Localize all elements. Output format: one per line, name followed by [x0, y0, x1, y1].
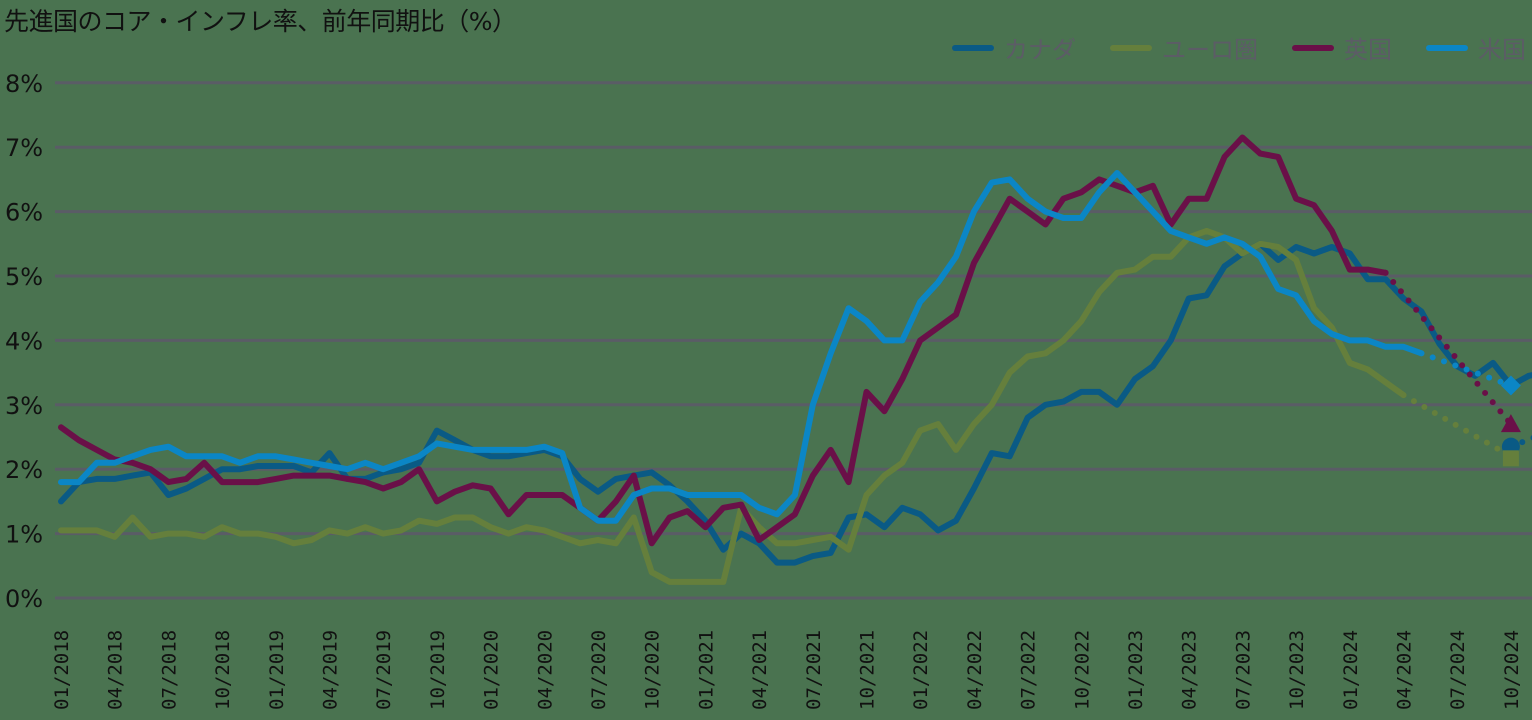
legend-swatch-canada [952, 44, 994, 51]
y-tick-label: 3% [5, 392, 43, 420]
x-tick-label: 10/2021 [857, 630, 879, 710]
x-tick-label: 10/2019 [427, 630, 449, 710]
legend-label: 米国 [1478, 36, 1526, 64]
y-tick-label: 7% [5, 134, 43, 162]
x-tick-label: 07/2022 [1018, 630, 1040, 710]
y-tick-label: 0% [5, 585, 43, 613]
triangle-marker-icon [1500, 414, 1521, 433]
y-axis: 0% 1% 2% 3% 4% 5% 6% 7% 8% [5, 70, 43, 613]
series-米国 [58, 170, 1521, 524]
series-line [58, 134, 1389, 547]
legend-label: 英国 [1344, 36, 1392, 64]
legend-item-uk: 英国 [1292, 30, 1392, 65]
y-tick-label: 6% [5, 199, 43, 227]
x-tick-label: 07/2021 [803, 630, 825, 710]
x-tick-label: 01/2020 [481, 630, 503, 710]
legend-item-canada: カナダ [952, 30, 1076, 65]
legend-label: ユーロ圏 [1162, 36, 1258, 64]
x-tick-label: 04/2023 [1179, 630, 1201, 710]
y-tick-label: 8% [5, 70, 43, 98]
x-tick-label: 07/2018 [158, 630, 180, 710]
y-tick-label: 2% [5, 456, 43, 484]
x-tick-label: 04/2020 [534, 630, 556, 710]
x-tick-label: 10/2020 [642, 630, 664, 710]
series-line [58, 227, 1407, 585]
legend-swatch-eurozone [1110, 44, 1152, 51]
square-marker-icon [1502, 450, 1519, 467]
chart-title: 先進国のコア・インフレ率、前年同期比（%） [4, 7, 517, 36]
x-tick-label: 01/2022 [910, 630, 932, 710]
series-lines [58, 134, 1532, 585]
x-tick-label: 10/2023 [1286, 630, 1308, 710]
forecast-line [1382, 269, 1514, 428]
legend-item-us: 米国 [1426, 30, 1526, 65]
gridlines [55, 81, 1532, 600]
series-line [58, 170, 1425, 524]
x-tick-label: 10/2018 [212, 630, 234, 710]
x-tick-label: 04/2019 [320, 630, 342, 710]
x-tick-label: 01/2018 [51, 630, 73, 710]
x-tick-label: 04/2022 [964, 630, 986, 710]
series-ユーロ圏 [58, 227, 1519, 585]
x-tick-label: 04/2021 [749, 630, 771, 710]
x-tick-label: 01/2021 [695, 630, 717, 710]
y-tick-label: 1% [5, 521, 43, 549]
x-tick-label: 04/2018 [105, 630, 127, 710]
legend-item-eurozone: ユーロ圏 [1110, 30, 1258, 65]
y-tick-label: 4% [5, 327, 43, 355]
legend: カナダ ユーロ圏 英国 米国 [918, 30, 1526, 65]
legend-label: カナダ [1004, 36, 1076, 64]
x-tick-label: 07/2023 [1232, 630, 1254, 710]
x-tick-label: 07/2024 [1447, 630, 1469, 710]
x-tick-label: 07/2019 [373, 630, 395, 710]
legend-swatch-us [1426, 44, 1468, 51]
x-tick-label: 04/2024 [1394, 630, 1416, 710]
diamond-marker-icon [1500, 375, 1521, 396]
x-tick-label: 07/2020 [588, 630, 610, 710]
forecast-line [1400, 392, 1514, 460]
x-tick-label: 01/2023 [1125, 630, 1147, 710]
forecast-line [1418, 350, 1514, 389]
x-tick-label: 10/2022 [1071, 630, 1093, 710]
y-tick-label: 5% [5, 263, 43, 291]
x-axis: 01/2018 04/2018 07/2018 10/2018 01/2019 04/20… [51, 630, 1523, 710]
x-tick-label: 01/2024 [1340, 630, 1362, 710]
x-tick-label: 10/2024 [1501, 630, 1523, 710]
series-英国 [58, 134, 1521, 547]
legend-swatch-uk [1292, 44, 1334, 51]
x-tick-label: 01/2019 [266, 630, 288, 710]
